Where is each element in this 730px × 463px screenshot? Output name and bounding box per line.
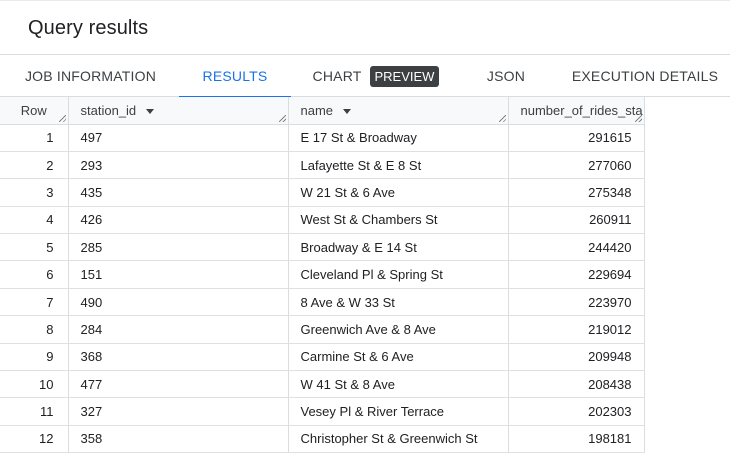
row-number-cell[interactable]: 4 [0, 206, 69, 235]
column-header-row[interactable]: Row [0, 97, 69, 125]
number-of-rides-cell[interactable]: 275348 [508, 178, 645, 207]
station-id-cell[interactable]: 497 [68, 124, 289, 152]
station-name-cell[interactable]: W 41 St & 8 Ave [288, 370, 509, 399]
station-name-cell[interactable]: 8 Ave & W 33 St [288, 288, 509, 317]
number-of-rides-cell[interactable]: 229694 [508, 260, 645, 289]
number-of-rides-cell[interactable]: 244420 [508, 233, 645, 262]
sort-down-icon[interactable] [146, 108, 155, 114]
number-of-rides-cell[interactable]: 209948 [508, 343, 645, 372]
number-of-rides-cell[interactable]: 223970 [508, 288, 645, 317]
table-row[interactable]: 6 151 Cleveland Pl & Spring St 229694 [0, 260, 645, 289]
tab-label: JSON [486, 68, 526, 84]
station-name-cell[interactable]: Broadway & E 14 St [288, 233, 509, 262]
results-tab-bar: JOB INFORMATION RESULTS CHART PREVIEW JS… [0, 55, 730, 98]
column-resize-handle[interactable] [634, 114, 642, 122]
results-panel-header: Query results [0, 0, 730, 55]
station-id-cell[interactable]: 490 [68, 288, 289, 317]
tab-label: EXECUTION DETAILS [571, 68, 719, 84]
tab-chart[interactable]: CHART PREVIEW [304, 55, 448, 97]
table-row[interactable]: 9 368 Carmine St & 6 Ave 209948 [0, 343, 645, 372]
number-of-rides-cell[interactable]: 260911 [508, 206, 645, 235]
row-number-cell[interactable]: 9 [0, 343, 69, 372]
station-name-cell[interactable]: Christopher St & Greenwich St [288, 425, 509, 454]
column-header-label: Row [20, 102, 47, 118]
station-id-cell[interactable]: 426 [68, 206, 289, 235]
station-id-cell[interactable]: 285 [68, 233, 289, 262]
row-number-cell[interactable]: 3 [0, 178, 69, 207]
row-number-cell[interactable]: 5 [0, 233, 69, 262]
table-row[interactable]: 8 284 Greenwich Ave & 8 Ave 219012 [0, 315, 645, 344]
station-id-cell[interactable]: 358 [68, 425, 289, 454]
station-name-cell[interactable]: Lafayette St & E 8 St [288, 151, 509, 180]
column-header-label: name [300, 102, 334, 118]
station-name-cell[interactable]: Cleveland Pl & Spring St [288, 260, 509, 289]
column-resize-handle[interactable] [58, 114, 66, 122]
station-name-cell[interactable]: W 21 St & 6 Ave [288, 178, 509, 207]
tab-json[interactable]: JSON [475, 55, 537, 97]
table-row[interactable]: 12 358 Christopher St & Greenwich St 198181 [0, 425, 645, 454]
station-name-cell[interactable]: Vesey Pl & River Terrace [288, 397, 509, 426]
station-id-cell[interactable]: 477 [68, 370, 289, 399]
row-number-cell[interactable]: 7 [0, 288, 69, 317]
tab-execution-details[interactable]: EXECUTION DETAILS [565, 55, 725, 97]
station-id-cell[interactable]: 151 [68, 260, 289, 289]
station-id-cell[interactable]: 435 [68, 178, 289, 207]
number-of-rides-cell[interactable]: 291615 [508, 124, 645, 152]
row-number-cell[interactable]: 6 [0, 260, 69, 289]
results-grid: Row station_id name number_of_rides_sta … [0, 97, 730, 463]
column-header-label: station_id [80, 102, 137, 118]
row-number-cell[interactable]: 12 [0, 425, 69, 454]
number-of-rides-cell[interactable]: 198181 [508, 425, 645, 454]
row-number-cell[interactable]: 8 [0, 315, 69, 344]
column-header-name[interactable]: name [288, 97, 509, 125]
column-resize-handle[interactable] [278, 114, 286, 122]
tab-label: CHART [312, 68, 362, 84]
station-id-cell[interactable]: 368 [68, 343, 289, 372]
table-row[interactable]: 4 426 West St & Chambers St 260911 [0, 206, 645, 235]
column-header-number-of-rides[interactable]: number_of_rides_sta [508, 97, 645, 125]
row-number-cell[interactable]: 10 [0, 370, 69, 399]
table-row[interactable]: 3 435 W 21 St & 6 Ave 275348 [0, 178, 645, 207]
station-id-cell[interactable]: 293 [68, 151, 289, 180]
station-name-cell[interactable]: Carmine St & 6 Ave [288, 343, 509, 372]
station-name-cell[interactable]: West St & Chambers St [288, 206, 509, 235]
results-table: Row station_id name number_of_rides_sta … [0, 97, 645, 454]
table-row[interactable]: 7 490 8 Ave & W 33 St 223970 [0, 288, 645, 317]
station-name-cell[interactable]: Greenwich Ave & 8 Ave [288, 315, 509, 344]
page-title: Query results [28, 17, 149, 39]
tab-label: RESULTS [202, 68, 268, 84]
preview-badge: PREVIEW [369, 65, 440, 87]
number-of-rides-cell[interactable]: 277060 [508, 151, 645, 180]
table-header-row: Row station_id name number_of_rides_sta [0, 97, 645, 125]
number-of-rides-cell[interactable]: 219012 [508, 315, 645, 344]
table-row[interactable]: 11 327 Vesey Pl & River Terrace 202303 [0, 397, 645, 426]
station-id-cell[interactable]: 327 [68, 397, 289, 426]
table-row[interactable]: 2 293 Lafayette St & E 8 St 277060 [0, 151, 645, 180]
table-row[interactable]: 5 285 Broadway & E 14 St 244420 [0, 233, 645, 262]
column-header-station-id[interactable]: station_id [68, 97, 289, 125]
row-number-cell[interactable]: 2 [0, 151, 69, 180]
tab-results[interactable]: RESULTS [179, 55, 291, 98]
number-of-rides-cell[interactable]: 202303 [508, 397, 645, 426]
table-row[interactable]: 10 477 W 41 St & 8 Ave 208438 [0, 370, 645, 399]
station-id-cell[interactable]: 284 [68, 315, 289, 344]
row-number-cell[interactable]: 1 [0, 124, 69, 152]
column-resize-handle[interactable] [498, 114, 506, 122]
table-row[interactable]: 1 497 E 17 St & Broadway 291615 [0, 124, 645, 152]
tab-job-information[interactable]: JOB INFORMATION [15, 55, 166, 97]
row-number-cell[interactable]: 11 [0, 397, 69, 426]
tab-label: JOB INFORMATION [24, 68, 157, 84]
column-header-label: number_of_rides_sta [520, 102, 643, 118]
station-name-cell[interactable]: E 17 St & Broadway [288, 124, 509, 152]
number-of-rides-cell[interactable]: 208438 [508, 370, 645, 399]
sort-down-icon[interactable] [343, 108, 352, 114]
